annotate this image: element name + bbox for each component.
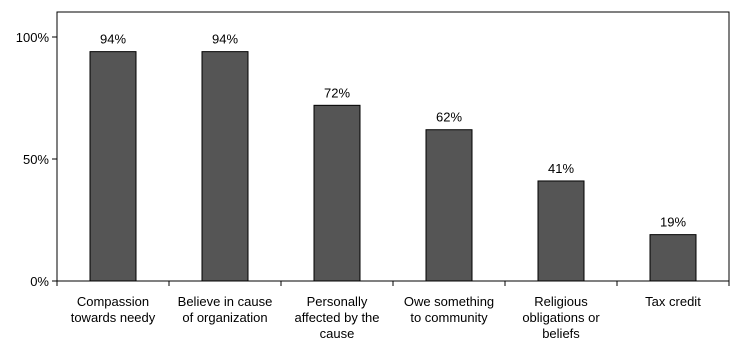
x-category-label: Believe in cause of organization (178, 294, 273, 325)
x-category-label-line: to community (410, 310, 488, 325)
x-category-label-line: obligations or (522, 310, 600, 325)
bar-value-label: 62% (436, 110, 462, 125)
x-category-label-line: cause (320, 326, 355, 341)
bar (649, 234, 697, 282)
data-labels: 94% 94% 72% 62% 41% 19% (100, 32, 686, 230)
x-category-label-line: Compassion (77, 294, 149, 309)
bar-value-label: 72% (324, 85, 350, 100)
bar (201, 51, 249, 282)
y-tick-label: 0% (30, 274, 49, 289)
bar-value-label: 41% (548, 161, 574, 176)
x-category-label-line: Religious (534, 294, 588, 309)
x-category-label: Religious obligations or beliefs (522, 294, 600, 341)
y-axis: 0% 50% 100% (16, 30, 57, 289)
y-tick-label: 50% (23, 152, 49, 167)
bars (89, 51, 697, 282)
x-category-label-line: Tax credit (645, 294, 701, 309)
x-category-label: Owe something to community (404, 294, 494, 325)
bar-value-label: 94% (212, 32, 238, 47)
bar-value-label: 94% (100, 32, 126, 47)
x-category-label-line: affected by the (294, 310, 379, 325)
x-category-label-line: Owe something (404, 294, 494, 309)
x-category-label-line: beliefs (542, 326, 580, 341)
x-category-label: Tax credit (645, 294, 701, 309)
bar (537, 180, 585, 282)
x-category-label-line: towards needy (71, 310, 156, 325)
bar (313, 104, 361, 282)
x-category-label-line: of organization (182, 310, 267, 325)
x-category-label-line: Personally (307, 294, 368, 309)
bar-value-label: 19% (660, 215, 686, 230)
plot-area-border (56, 11, 730, 282)
x-category-label: Personally affected by the cause (294, 294, 379, 341)
bar (425, 129, 473, 282)
bar (89, 51, 137, 282)
y-tick-label: 100% (16, 30, 50, 45)
x-category-label: Compassion towards needy (71, 294, 156, 325)
x-category-label-line: Believe in cause (178, 294, 273, 309)
